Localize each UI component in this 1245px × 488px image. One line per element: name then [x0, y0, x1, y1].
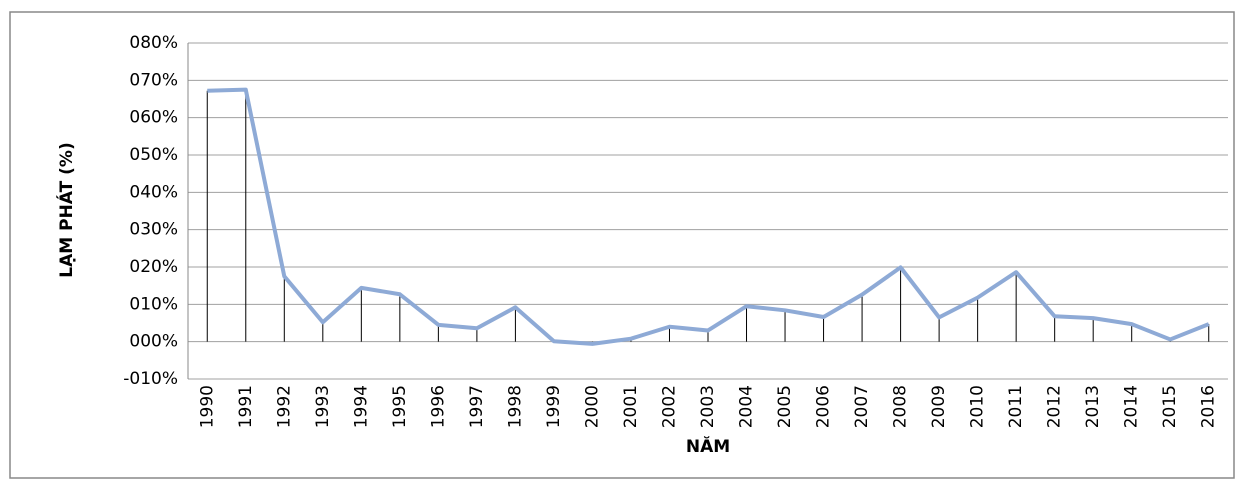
x-tick-label: 2003: [698, 385, 718, 428]
x-tick-label: 1991: [236, 385, 256, 428]
x-tick-label: 2000: [582, 385, 602, 428]
y-tick-label: 060%: [129, 108, 178, 128]
x-tick-label: 2001: [621, 385, 641, 428]
x-tick-label: 1994: [351, 385, 371, 428]
x-tick-label: 1995: [390, 385, 410, 428]
y-tick-label: 040%: [129, 182, 178, 202]
y-tick-label: -010%: [123, 369, 178, 389]
y-tick-label: 030%: [129, 220, 178, 240]
x-tick-label: 2016: [1199, 385, 1219, 428]
x-tick-label: 2005: [775, 385, 795, 428]
x-tick-label: 2007: [852, 385, 872, 428]
y-tick-label: 080%: [129, 33, 178, 53]
y-tick-label: 050%: [129, 145, 178, 165]
x-tick-label: 2008: [891, 385, 911, 428]
x-tick-label: 1993: [313, 385, 333, 428]
y-tick-label: 010%: [129, 294, 178, 314]
x-tick-label: 2006: [814, 385, 834, 428]
x-tick-label: 1990: [197, 385, 217, 428]
y-tick-label: 020%: [129, 257, 178, 277]
x-tick-label: 1998: [505, 385, 525, 428]
x-tick-label: 1996: [428, 385, 448, 428]
x-tick-label: 1997: [467, 385, 487, 428]
x-tick-label: 1992: [274, 385, 294, 428]
x-tick-label: 1999: [544, 385, 564, 428]
x-tick-label: 2011: [1006, 385, 1026, 428]
y-axis-label: LẠM PHÁT (%): [55, 142, 77, 277]
x-tick-label: 2010: [968, 385, 988, 428]
x-tick-label: 2013: [1083, 385, 1103, 428]
y-tick-label: 000%: [129, 332, 178, 352]
data-line: [207, 87, 1210, 346]
x-tick-label: 2014: [1122, 385, 1142, 428]
y-tick-label: 070%: [129, 70, 178, 90]
x-tick-label: 2015: [1160, 385, 1180, 428]
x-tick-label: 2004: [737, 385, 757, 428]
x-tick-label: 2012: [1045, 385, 1065, 428]
x-tick-label: 2009: [929, 385, 949, 428]
x-axis-label: NĂM: [686, 435, 730, 457]
x-tick-label: 2002: [659, 385, 679, 428]
